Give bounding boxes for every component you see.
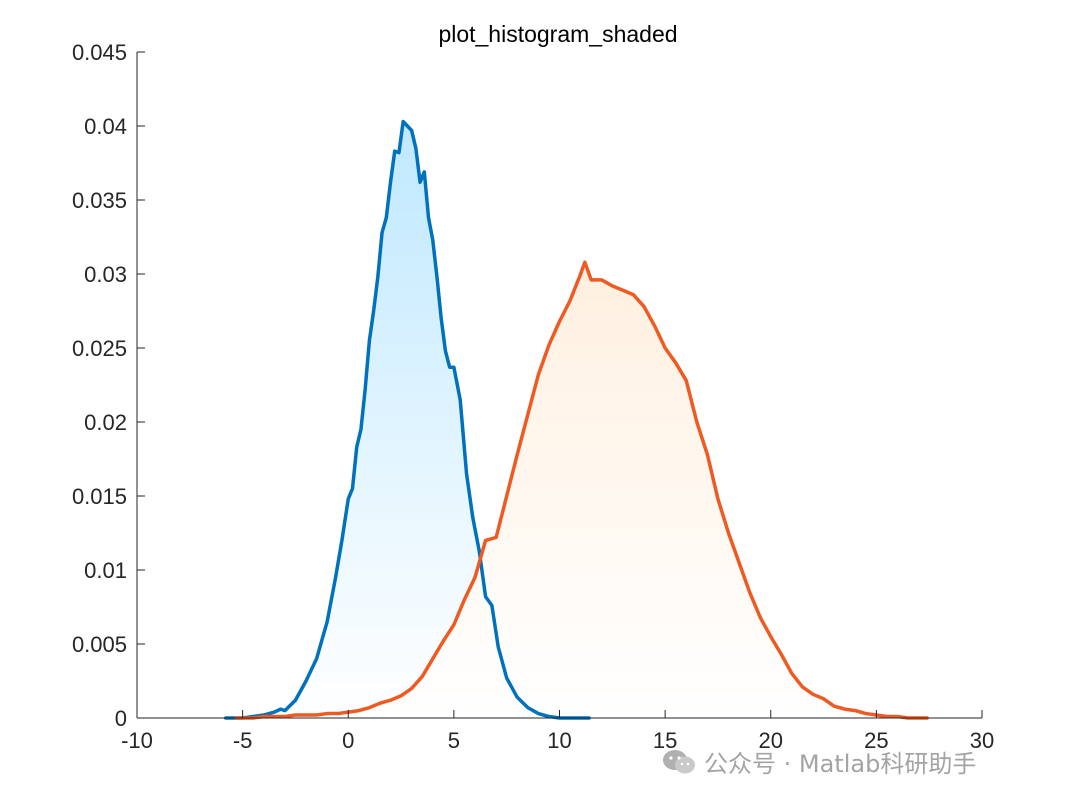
x-tick-label: 0 xyxy=(342,728,354,753)
x-tick-label: 20 xyxy=(759,728,783,753)
x-tick-label: 5 xyxy=(448,728,460,753)
series-0-fill xyxy=(225,121,590,718)
y-tick-label: 0.005 xyxy=(72,632,127,657)
y-tick-label: 0.03 xyxy=(84,262,127,287)
series-0-line xyxy=(223,119,591,720)
series-fills xyxy=(225,121,928,718)
y-tick-label: 0.02 xyxy=(84,410,127,435)
watermark-text: 公众号 · Matlab科研助手 xyxy=(704,750,977,778)
x-tick-label: -10 xyxy=(121,728,153,753)
y-tick-label: 0.045 xyxy=(72,40,127,65)
y-tick-label: 0.025 xyxy=(72,336,127,361)
x-tick-label: -5 xyxy=(233,728,253,753)
y-tick-label: 0.035 xyxy=(72,188,127,213)
axes xyxy=(136,51,983,719)
tick-labels: -10 -5 0 5 10 15 20 25 30 0 0.005 0.01 0.015 0.02 0.02… xyxy=(72,40,994,753)
x-tick-label: 25 xyxy=(864,728,888,753)
y-tick-label: 0.01 xyxy=(84,558,127,583)
y-tick-label: 0.015 xyxy=(72,484,127,509)
x-tick-label: 30 xyxy=(970,728,994,753)
watermark: 公众号 · Matlab科研助手 xyxy=(662,744,976,779)
series-1-line xyxy=(234,260,929,720)
x-tick-label: 15 xyxy=(653,728,677,753)
chart-title: plot_histogram_shaded xyxy=(438,21,677,47)
y-tick-label: 0.04 xyxy=(84,114,127,139)
x-tick-label: 10 xyxy=(547,728,571,753)
wechat-icon xyxy=(663,749,695,773)
series-lines xyxy=(223,119,929,720)
y-tick-label: 0 xyxy=(115,706,127,731)
